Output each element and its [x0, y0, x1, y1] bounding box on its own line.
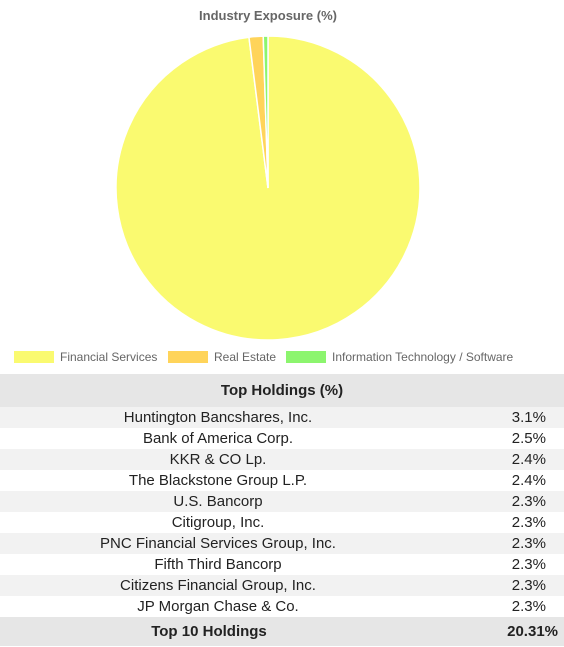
holding-value: 2.3%: [511, 577, 546, 594]
holding-value: 2.4%: [511, 472, 546, 489]
legend-swatch: [286, 351, 326, 363]
holding-name: JP Morgan Chase & Co.: [137, 598, 299, 615]
holding-name: Bank of America Corp.: [142, 430, 294, 447]
table-row: Huntington Bancshares, Inc. 3.1%: [0, 407, 564, 428]
holding-value: 2.5%: [511, 430, 546, 447]
table-row: The Blackstone Group L.P. 2.4%: [0, 470, 564, 491]
table-row: Citizens Financial Group, Inc. 2.3%: [0, 575, 564, 596]
table-row: KKR & CO Lp. 2.4%: [0, 449, 564, 470]
legend-swatch: [168, 351, 208, 363]
table-row: Citigroup, Inc. 2.3%: [0, 512, 564, 533]
pie-slices: [115, 35, 421, 341]
table-row: PNC Financial Services Group, Inc. 2.3%: [0, 533, 564, 554]
table-row: U.S. Bancorp 2.3%: [0, 491, 564, 512]
legend-label: Information Technology / Software: [332, 350, 514, 364]
legend-swatch: [14, 351, 54, 363]
holding-name: Fifth Third Bancorp: [154, 556, 282, 573]
holding-name: Citigroup, Inc.: [171, 514, 265, 531]
holdings-total-label: Top 10 Holdings: [151, 623, 267, 640]
top-holdings-table: Top Holdings (%) Huntington Bancshares, …: [0, 374, 564, 646]
holdings-total-value: 20.31%: [507, 623, 558, 640]
table-row: Fifth Third Bancorp 2.3%: [0, 554, 564, 575]
holding-value: 2.3%: [511, 598, 546, 615]
holding-name: Citizens Financial Group, Inc.: [120, 577, 316, 594]
chart-title: Industry Exposure (%): [199, 8, 337, 23]
table-row: JP Morgan Chase & Co. 2.3%: [0, 596, 564, 617]
holding-value: 2.3%: [511, 493, 546, 510]
holding-name: Huntington Bancshares, Inc.: [123, 409, 313, 426]
holding-name: KKR & CO Lp.: [169, 451, 267, 468]
pie-slice-information-technology-software: [262, 35, 269, 189]
holding-value: 2.4%: [511, 451, 546, 468]
legend-label: Real Estate: [214, 350, 276, 364]
holding-value: 2.3%: [511, 556, 546, 573]
industry-exposure-chart: Industry Exposure (%) Financial Services…: [14, 8, 514, 364]
holdings-total-row: Top 10 Holdings 20.31%: [0, 617, 564, 646]
legend-label: Financial Services: [60, 350, 157, 364]
holding-value: 2.3%: [511, 535, 546, 552]
holdings-rows: Huntington Bancshares, Inc. 3.1% Bank of A…: [0, 407, 564, 617]
holding-value: 2.3%: [511, 514, 546, 531]
holding-name: The Blackstone Group L.P.: [128, 472, 308, 489]
holding-name: PNC Financial Services Group, Inc.: [100, 535, 336, 552]
table-row: Bank of America Corp. 2.5%: [0, 428, 564, 449]
holdings-title: Top Holdings (%): [0, 374, 564, 407]
holding-name: U.S. Bancorp: [173, 493, 263, 510]
chart-legend: Financial Services Real Estate Information…: [14, 350, 514, 364]
holding-value: 3.1%: [511, 409, 546, 426]
